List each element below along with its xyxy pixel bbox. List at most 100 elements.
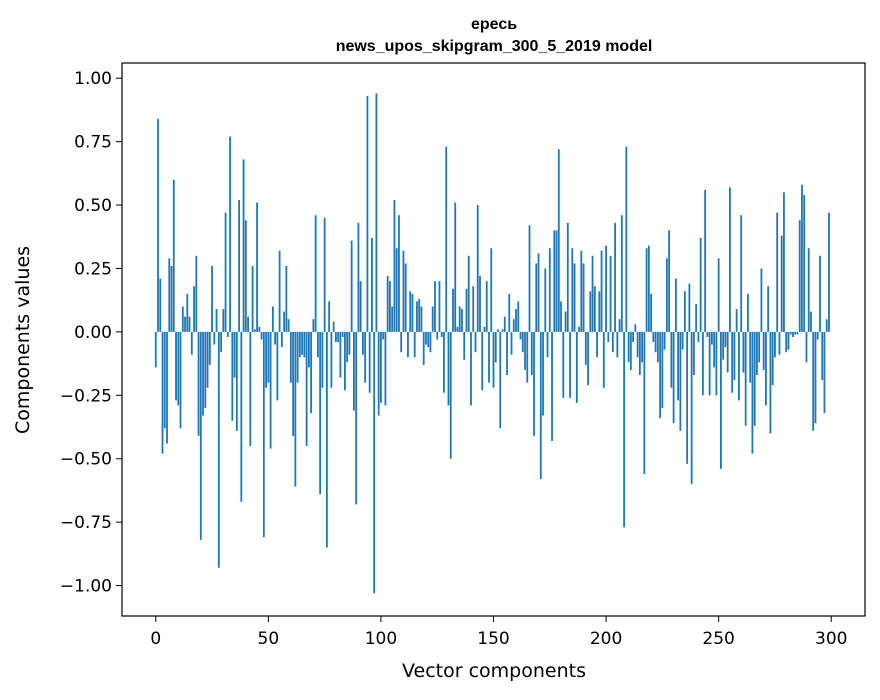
- bar-262: [744, 331, 747, 426]
- bar-196: [596, 331, 598, 358]
- y-tick-label: 1.00: [74, 69, 112, 89]
- bar-77: [328, 301, 331, 332]
- bar-76: [325, 331, 328, 548]
- bar-32: [226, 331, 229, 337]
- bar-42: [249, 331, 252, 447]
- bar-150: [492, 331, 495, 388]
- bar-261: [742, 331, 745, 373]
- bar-69: [310, 331, 313, 414]
- bar-202: [609, 255, 612, 332]
- bar-79: [332, 321, 335, 332]
- bar-92: [362, 331, 364, 355]
- bar-50: [267, 331, 270, 383]
- bar-35: [233, 331, 236, 378]
- bar-217: [643, 331, 646, 474]
- bar-160: [515, 309, 517, 332]
- bar-181: [562, 331, 565, 398]
- bar-13: [184, 316, 186, 332]
- bar-260: [740, 215, 743, 332]
- bar-190: [582, 263, 585, 332]
- bar-232: [677, 331, 680, 401]
- bar-53: [274, 331, 276, 345]
- bar-71: [314, 215, 317, 332]
- bar-233: [679, 331, 682, 431]
- x-tick-label: 300: [815, 629, 847, 649]
- bar-168: [533, 331, 535, 436]
- bar-27: [215, 309, 218, 332]
- bar-182: [564, 311, 567, 332]
- y-axis-ticks: −1.00 −0.75 −0.50 −0.25 0.00 0.25 0.50 0.75 1.00: [60, 69, 122, 597]
- bar-164: [524, 331, 526, 370]
- bar-97: [373, 331, 376, 594]
- bar-239: [692, 331, 695, 376]
- bar-242: [699, 238, 702, 332]
- bar-14: [186, 293, 189, 332]
- bar-270: [762, 331, 765, 370]
- bar-218: [645, 248, 648, 332]
- y-tick-label: 0.00: [74, 323, 112, 343]
- bar-298: [825, 319, 828, 332]
- bar-185: [571, 248, 574, 332]
- bar-158: [510, 331, 513, 355]
- bar-207: [620, 215, 623, 332]
- bar-297: [823, 331, 826, 414]
- bar-189: [580, 250, 583, 332]
- bar-114: [411, 293, 414, 332]
- bar-211: [629, 331, 632, 370]
- bar-89: [355, 331, 358, 505]
- bar-284: [794, 331, 797, 335]
- bar-163: [521, 331, 524, 353]
- bar-113: [409, 291, 412, 332]
- bar-95: [368, 331, 371, 393]
- bar-6: [168, 258, 171, 332]
- bar-34: [231, 331, 234, 421]
- bar-289: [805, 331, 808, 363]
- chart-title-line-2: news_upos_skipgram_300_5_2019 model: [336, 38, 653, 55]
- bar-125: [436, 331, 439, 340]
- bar-194: [591, 255, 594, 332]
- bar-78: [330, 331, 333, 388]
- bar-132: [452, 288, 454, 332]
- bar-231: [674, 278, 677, 332]
- bar-222: [654, 331, 657, 353]
- bar-49: [265, 331, 267, 388]
- bar-18: [195, 255, 198, 332]
- bar-47: [260, 331, 263, 340]
- bar-17: [193, 286, 195, 332]
- bar-148: [488, 331, 490, 383]
- bar-149: [490, 248, 493, 332]
- bar-176: [551, 331, 553, 441]
- bar-26: [213, 331, 216, 345]
- bar-74: [321, 331, 324, 388]
- bar-184: [569, 331, 571, 398]
- bar-4: [163, 331, 166, 429]
- bar-254: [726, 331, 729, 373]
- bar-82: [339, 331, 342, 378]
- bar-122: [429, 331, 432, 353]
- bar-141: [472, 286, 475, 332]
- bar-285: [796, 331, 799, 335]
- bar-264: [749, 331, 752, 383]
- bar-33: [229, 136, 231, 332]
- bar-269: [760, 268, 763, 332]
- x-tick-label: 100: [365, 629, 397, 649]
- bar-275: [774, 331, 776, 358]
- bar-45: [256, 202, 258, 332]
- bar-295: [819, 255, 821, 332]
- bar-258: [735, 309, 738, 332]
- bar-64: [298, 331, 301, 358]
- bar-215: [638, 331, 641, 376]
- bar-37: [238, 199, 240, 332]
- bar-83: [341, 331, 344, 337]
- bar-70: [312, 319, 315, 332]
- bar-263: [747, 293, 749, 332]
- bar-165: [526, 331, 529, 383]
- bar-162: [519, 331, 522, 340]
- bar-144: [479, 276, 481, 332]
- bar-290: [807, 248, 810, 332]
- bar-171: [539, 331, 542, 480]
- x-tick-label: 250: [702, 629, 734, 649]
- bar-213: [634, 324, 637, 332]
